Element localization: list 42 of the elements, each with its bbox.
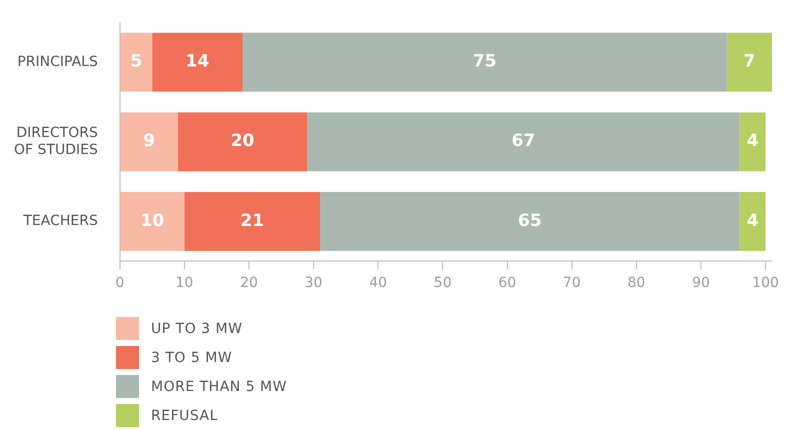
bar [184,192,320,251]
x-tick-label: 90 [692,275,710,292]
x-tick-label: 80 [627,275,646,292]
x-tick-label: 10 [176,275,194,292]
bar [307,112,740,172]
y-tick-label: PRINCIPALS [17,54,98,70]
bar [120,112,178,172]
x-tick-label: 0 [115,275,124,292]
data-label: 9 [143,131,156,152]
x-tick-label: 70 [562,275,581,292]
x-tick-label: 20 [240,275,258,292]
x-tick-label: 30 [304,275,322,292]
bar [740,192,766,251]
data-label: 20 [230,131,255,152]
data-label: 7 [743,52,756,72]
bar [726,32,772,92]
data-label: 75 [472,52,496,72]
data-label: 67 [512,131,536,152]
legend-label: UP TO 3 MW [151,320,242,336]
y-tick-label: DIRECTORS OF STUDIES [14,125,98,158]
x-tick-label: 60 [498,275,516,292]
y-tick-label: TEACHERS [22,213,98,230]
legend-label: MORE THAN 5 MW [151,378,287,394]
x-tick-label: 50 [434,275,452,292]
bar [178,112,308,172]
x-tick-label: 40 [369,275,388,292]
bar [740,112,766,172]
data-label: 14 [185,52,210,72]
legend-label: REFUSAL [151,408,218,424]
data-label: 65 [518,210,542,231]
data-label: 4 [746,210,759,231]
bar [120,192,184,251]
data-label: 10 [140,210,164,231]
x-tick-label: 100 [752,275,779,292]
data-label: 4 [746,131,759,152]
legend-label: 3 TO 5 MW [151,350,232,366]
bar [152,32,243,92]
bar [320,192,740,251]
bar [242,32,727,92]
data-label: 5 [130,52,142,72]
data-label: 21 [240,210,264,231]
bar [120,32,152,92]
